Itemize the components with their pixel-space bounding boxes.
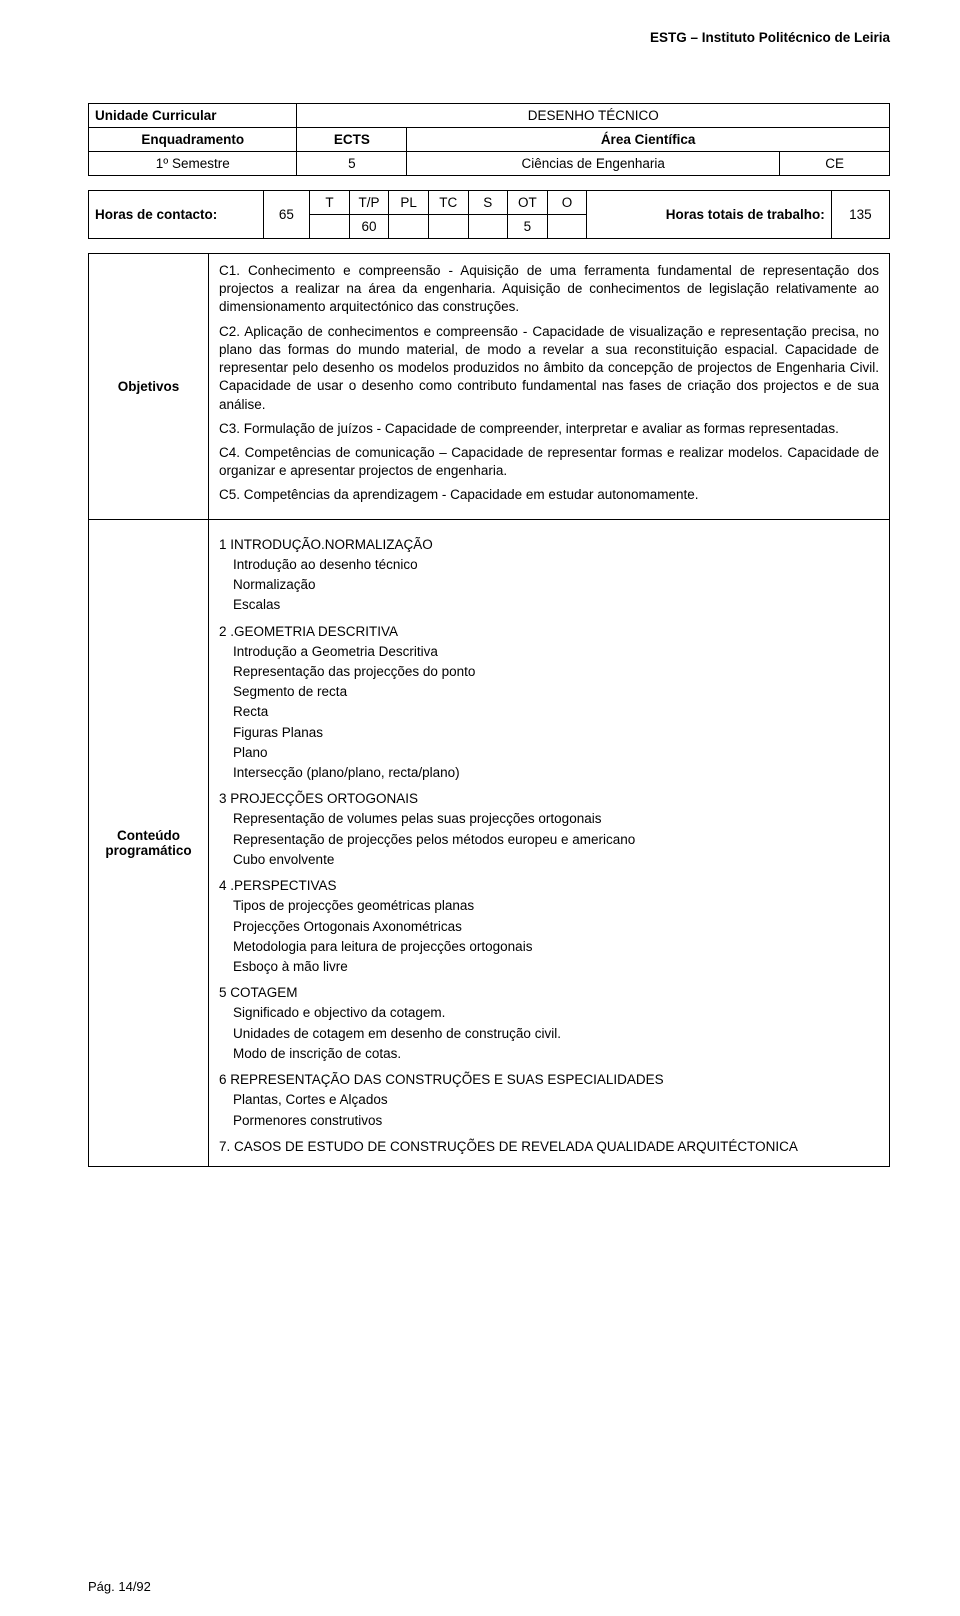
- s1-c: Escalas: [219, 596, 879, 614]
- s1-title: 1 INTRODUÇÃO.NORMALIZAÇÃO: [219, 536, 879, 554]
- objetivos-body: C1. Conhecimento e compreensão - Aquisiç…: [209, 254, 890, 520]
- obj-c3: C3. Formulação de juízos - Capacidade de…: [219, 420, 879, 438]
- value-ects: 5: [297, 152, 407, 176]
- hdr-S: S: [468, 191, 508, 215]
- s6-title: 6 REPRESENTAÇÃO DAS CONSTRUÇÕES E SUAS E…: [219, 1071, 879, 1089]
- label-conteudo: Conteúdo programático: [89, 519, 209, 1166]
- s4-c: Metodologia para leitura de projecções o…: [219, 938, 879, 956]
- value-area-code: CE: [780, 152, 890, 176]
- s3-title: 3 PROJECÇÕES ORTOGONAIS: [219, 790, 879, 808]
- s4-title: 4 .PERSPECTIVAS: [219, 877, 879, 895]
- s5-b: Unidades de cotagem em desenho de constr…: [219, 1025, 879, 1043]
- label-totais: Horas totais de trabalho:: [587, 191, 831, 239]
- s6-b: Pormenores construtivos: [219, 1112, 879, 1130]
- hdr-TC: TC: [428, 191, 468, 215]
- row-S: [468, 215, 508, 239]
- s4-b: Projecções Ortogonais Axonométricas: [219, 918, 879, 936]
- row-OT: 5: [508, 215, 548, 239]
- hdr-PL: PL: [389, 191, 429, 215]
- s2-b: Representação das projecções do ponto: [219, 663, 879, 681]
- label-area: Área Científica: [407, 128, 890, 152]
- value-enquadramento: 1º Semestre: [89, 152, 297, 176]
- obj-c2: C2. Aplicação de conhecimentos e compree…: [219, 323, 879, 414]
- obj-c1: C1. Conhecimento e compreensão - Aquisiç…: [219, 262, 879, 317]
- hours-table: Horas de contacto: 65 T T/P PL TC S OT O…: [88, 190, 890, 239]
- label-objetivos: Objetivos: [89, 254, 209, 520]
- course-summary-table: Unidade Curricular DESENHO TÉCNICO Enqua…: [88, 103, 890, 176]
- hdr-TP: T/P: [349, 191, 389, 215]
- s4-d: Esboço à mão livre: [219, 958, 879, 976]
- s2-d: Recta: [219, 703, 879, 721]
- s2-f: Plano: [219, 744, 879, 762]
- row-TC: [428, 215, 468, 239]
- s2-c: Segmento de recta: [219, 683, 879, 701]
- value-contacto: 65: [263, 191, 310, 239]
- s2-g: Intersecção (plano/plano, recta/plano): [219, 764, 879, 782]
- label-enquadramento: Enquadramento: [89, 128, 297, 152]
- s7-title: 7. CASOS DE ESTUDO DE CONSTRUÇÕES DE REV…: [219, 1138, 879, 1156]
- hdr-O: O: [547, 191, 587, 215]
- institution-header: ESTG – Instituto Politécnico de Leiria: [88, 30, 890, 45]
- s5-a: Significado e objectivo da cotagem.: [219, 1004, 879, 1022]
- row-O: [547, 215, 587, 239]
- row-TP: 60: [349, 215, 389, 239]
- label-contacto: Horas de contacto:: [89, 191, 264, 239]
- s4-a: Tipos de projecções geométricas planas: [219, 897, 879, 915]
- obj-c4: C4. Competências de comunicação – Capaci…: [219, 444, 879, 480]
- value-totais: 135: [831, 191, 889, 239]
- s3-c: Cubo envolvente: [219, 851, 879, 869]
- row-PL: [389, 215, 429, 239]
- s5-c: Modo de inscrição de cotas.: [219, 1045, 879, 1063]
- page-footer: Pág. 14/92: [88, 1579, 151, 1594]
- s2-title: 2 .GEOMETRIA DESCRITIVA: [219, 623, 879, 641]
- content-table: Objetivos C1. Conhecimento e compreensão…: [88, 253, 890, 1167]
- value-area: Ciências de Engenharia: [407, 152, 780, 176]
- conteudo-body: 1 INTRODUÇÃO.NORMALIZAÇÃO Introdução ao …: [209, 519, 890, 1166]
- s5-title: 5 COTAGEM: [219, 984, 879, 1002]
- s2-e: Figuras Planas: [219, 724, 879, 742]
- s6-a: Plantas, Cortes e Alçados: [219, 1091, 879, 1109]
- hdr-OT: OT: [508, 191, 548, 215]
- value-unidade: DESENHO TÉCNICO: [297, 104, 890, 128]
- row-T: [310, 215, 350, 239]
- label-ects: ECTS: [297, 128, 407, 152]
- s1-a: Introdução ao desenho técnico: [219, 556, 879, 574]
- s1-b: Normalização: [219, 576, 879, 594]
- s2-a: Introdução a Geometria Descritiva: [219, 643, 879, 661]
- s3-b: Representação de projecções pelos método…: [219, 831, 879, 849]
- hdr-T: T: [310, 191, 350, 215]
- obj-c5: C5. Competências da aprendizagem - Capac…: [219, 486, 879, 504]
- label-unidade: Unidade Curricular: [89, 104, 297, 128]
- s3-a: Representação de volumes pelas suas proj…: [219, 810, 879, 828]
